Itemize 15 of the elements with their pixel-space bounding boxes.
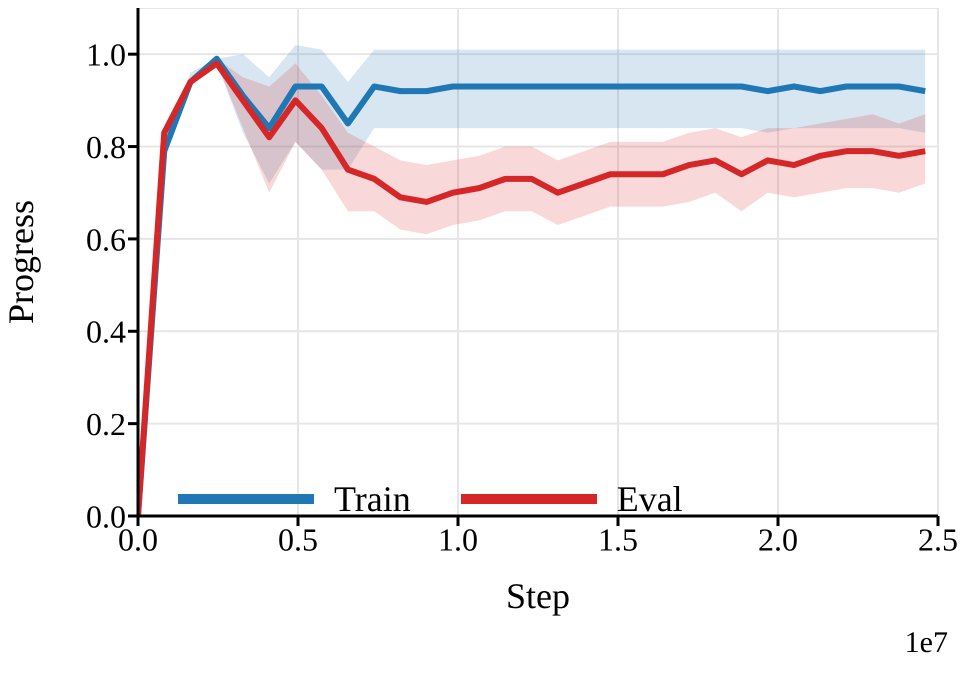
y-axis-title: Progress — [0, 200, 41, 324]
x-tick-label: 1.0 — [438, 522, 478, 558]
x-axis-title: Step — [506, 576, 570, 616]
y-tick-label: 0.4 — [86, 314, 126, 350]
legend-label: Eval — [616, 478, 683, 520]
x-tick-label: 0.5 — [278, 522, 318, 558]
x-tick-label: 2.0 — [758, 522, 798, 558]
x-tick-label: 1.5 — [598, 522, 638, 558]
text: 1e7 — [904, 626, 948, 660]
y-tick-label: 0.6 — [86, 221, 126, 258]
y-tick-label: 0.8 — [86, 128, 126, 165]
y-tick-label: 0.2 — [86, 406, 126, 442]
x-tick-label: 2.5 — [918, 522, 958, 558]
legend-label: Train — [334, 478, 411, 520]
y-tick-label: 1.0 — [86, 36, 126, 73]
